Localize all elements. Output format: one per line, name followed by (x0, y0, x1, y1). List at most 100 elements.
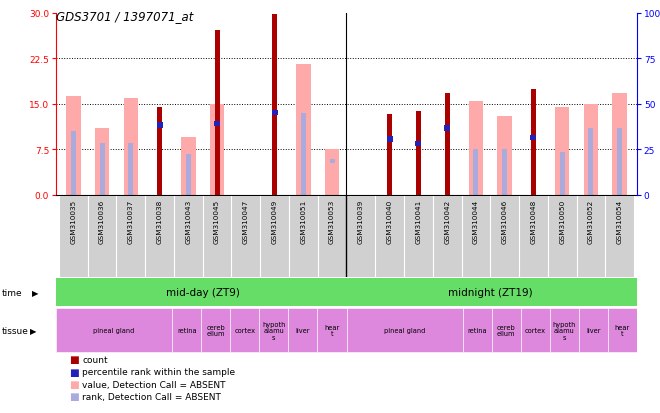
Bar (203, 197, 232, 277)
Bar (577, 197, 605, 277)
Bar (66, 97, 81, 195)
Bar (272, 15, 277, 195)
Bar (56, 309, 172, 352)
Text: ▶: ▶ (32, 288, 38, 297)
Bar (433, 197, 461, 277)
Bar (550, 309, 579, 352)
Text: hear
t: hear t (324, 324, 340, 337)
Bar (230, 309, 259, 352)
Bar (445, 94, 449, 195)
Text: retina: retina (467, 328, 487, 333)
Text: GSM310041: GSM310041 (415, 199, 421, 243)
Bar (531, 89, 536, 195)
Bar (289, 197, 317, 277)
Bar (210, 104, 224, 195)
Text: mid-day (ZT9): mid-day (ZT9) (166, 287, 240, 297)
Text: GSM310043: GSM310043 (185, 199, 191, 243)
Bar (182, 138, 195, 195)
Bar (346, 309, 463, 352)
Text: cortex: cortex (525, 328, 546, 333)
Text: rank, Detection Call = ABSENT: rank, Detection Call = ABSENT (82, 392, 221, 401)
Text: GSM310049: GSM310049 (272, 199, 278, 243)
Bar (387, 115, 392, 195)
Text: GSM310038: GSM310038 (156, 199, 162, 243)
Bar (583, 104, 598, 195)
Bar (605, 197, 634, 277)
Text: value, Detection Call = ABSENT: value, Detection Call = ABSENT (82, 380, 226, 389)
Bar (560, 153, 565, 195)
Text: GSM310039: GSM310039 (358, 199, 364, 243)
Text: tissue: tissue (1, 326, 28, 335)
Text: pineal gland: pineal gland (94, 328, 135, 333)
Bar (376, 197, 404, 277)
Bar (259, 309, 288, 352)
Text: ■: ■ (69, 392, 79, 401)
Bar (116, 197, 145, 277)
Bar (473, 150, 478, 195)
Text: hypoth
alamu
s: hypoth alamu s (552, 321, 576, 340)
Text: GSM310046: GSM310046 (502, 199, 508, 243)
Bar (612, 94, 627, 195)
Bar (157, 107, 162, 195)
Bar (531, 135, 537, 140)
Text: GSM310054: GSM310054 (616, 199, 622, 243)
Bar (174, 197, 203, 277)
Text: liver: liver (296, 328, 310, 333)
Bar (608, 309, 637, 352)
Bar (329, 160, 335, 164)
Bar (588, 129, 593, 195)
Bar (317, 197, 346, 277)
Bar (469, 102, 483, 195)
Bar (498, 116, 512, 195)
Text: GSM310044: GSM310044 (473, 199, 479, 243)
Bar (145, 197, 174, 277)
Bar (461, 197, 490, 277)
Bar (88, 197, 116, 277)
Bar (71, 132, 76, 195)
Bar (416, 112, 421, 195)
Text: GSM310050: GSM310050 (559, 199, 565, 243)
Bar (128, 144, 133, 195)
Text: retina: retina (177, 328, 197, 333)
Bar (317, 309, 346, 352)
Bar (548, 197, 577, 277)
Text: hypoth
alamu
s: hypoth alamu s (262, 321, 286, 340)
Bar (201, 309, 230, 352)
Bar (288, 309, 317, 352)
Text: percentile rank within the sample: percentile rank within the sample (82, 367, 236, 376)
Bar (232, 197, 260, 277)
Bar (346, 197, 376, 277)
Bar (214, 31, 220, 195)
Text: GSM310042: GSM310042 (444, 199, 450, 243)
Text: cereb
ellum: cereb ellum (497, 324, 515, 337)
Text: GSM310037: GSM310037 (128, 199, 134, 243)
Bar (325, 150, 339, 195)
Bar (555, 107, 570, 195)
Text: GSM310036: GSM310036 (99, 199, 105, 243)
Text: GSM310051: GSM310051 (300, 199, 306, 243)
Bar (296, 65, 311, 195)
Text: GSM310048: GSM310048 (531, 199, 537, 243)
Text: cereb
ellum: cereb ellum (207, 324, 225, 337)
Bar (172, 309, 201, 352)
Text: cortex: cortex (234, 328, 255, 333)
Text: GSM310040: GSM310040 (387, 199, 393, 243)
Bar (444, 126, 450, 131)
Text: midnight (ZT19): midnight (ZT19) (448, 287, 533, 297)
Bar (123, 98, 138, 195)
Text: GSM310045: GSM310045 (214, 199, 220, 243)
Bar (415, 141, 421, 147)
Text: GSM310035: GSM310035 (71, 199, 77, 243)
Text: ▶: ▶ (30, 326, 36, 335)
Text: pineal gland: pineal gland (384, 328, 425, 333)
Bar (490, 197, 519, 277)
Text: GSM310052: GSM310052 (588, 199, 594, 243)
Bar (463, 309, 492, 352)
Text: time: time (1, 288, 22, 297)
Bar (579, 309, 608, 352)
Text: GSM310047: GSM310047 (243, 199, 249, 243)
Bar (272, 111, 278, 116)
Text: GDS3701 / 1397071_at: GDS3701 / 1397071_at (56, 10, 193, 23)
Bar (56, 278, 346, 306)
Text: hear
t: hear t (614, 324, 630, 337)
